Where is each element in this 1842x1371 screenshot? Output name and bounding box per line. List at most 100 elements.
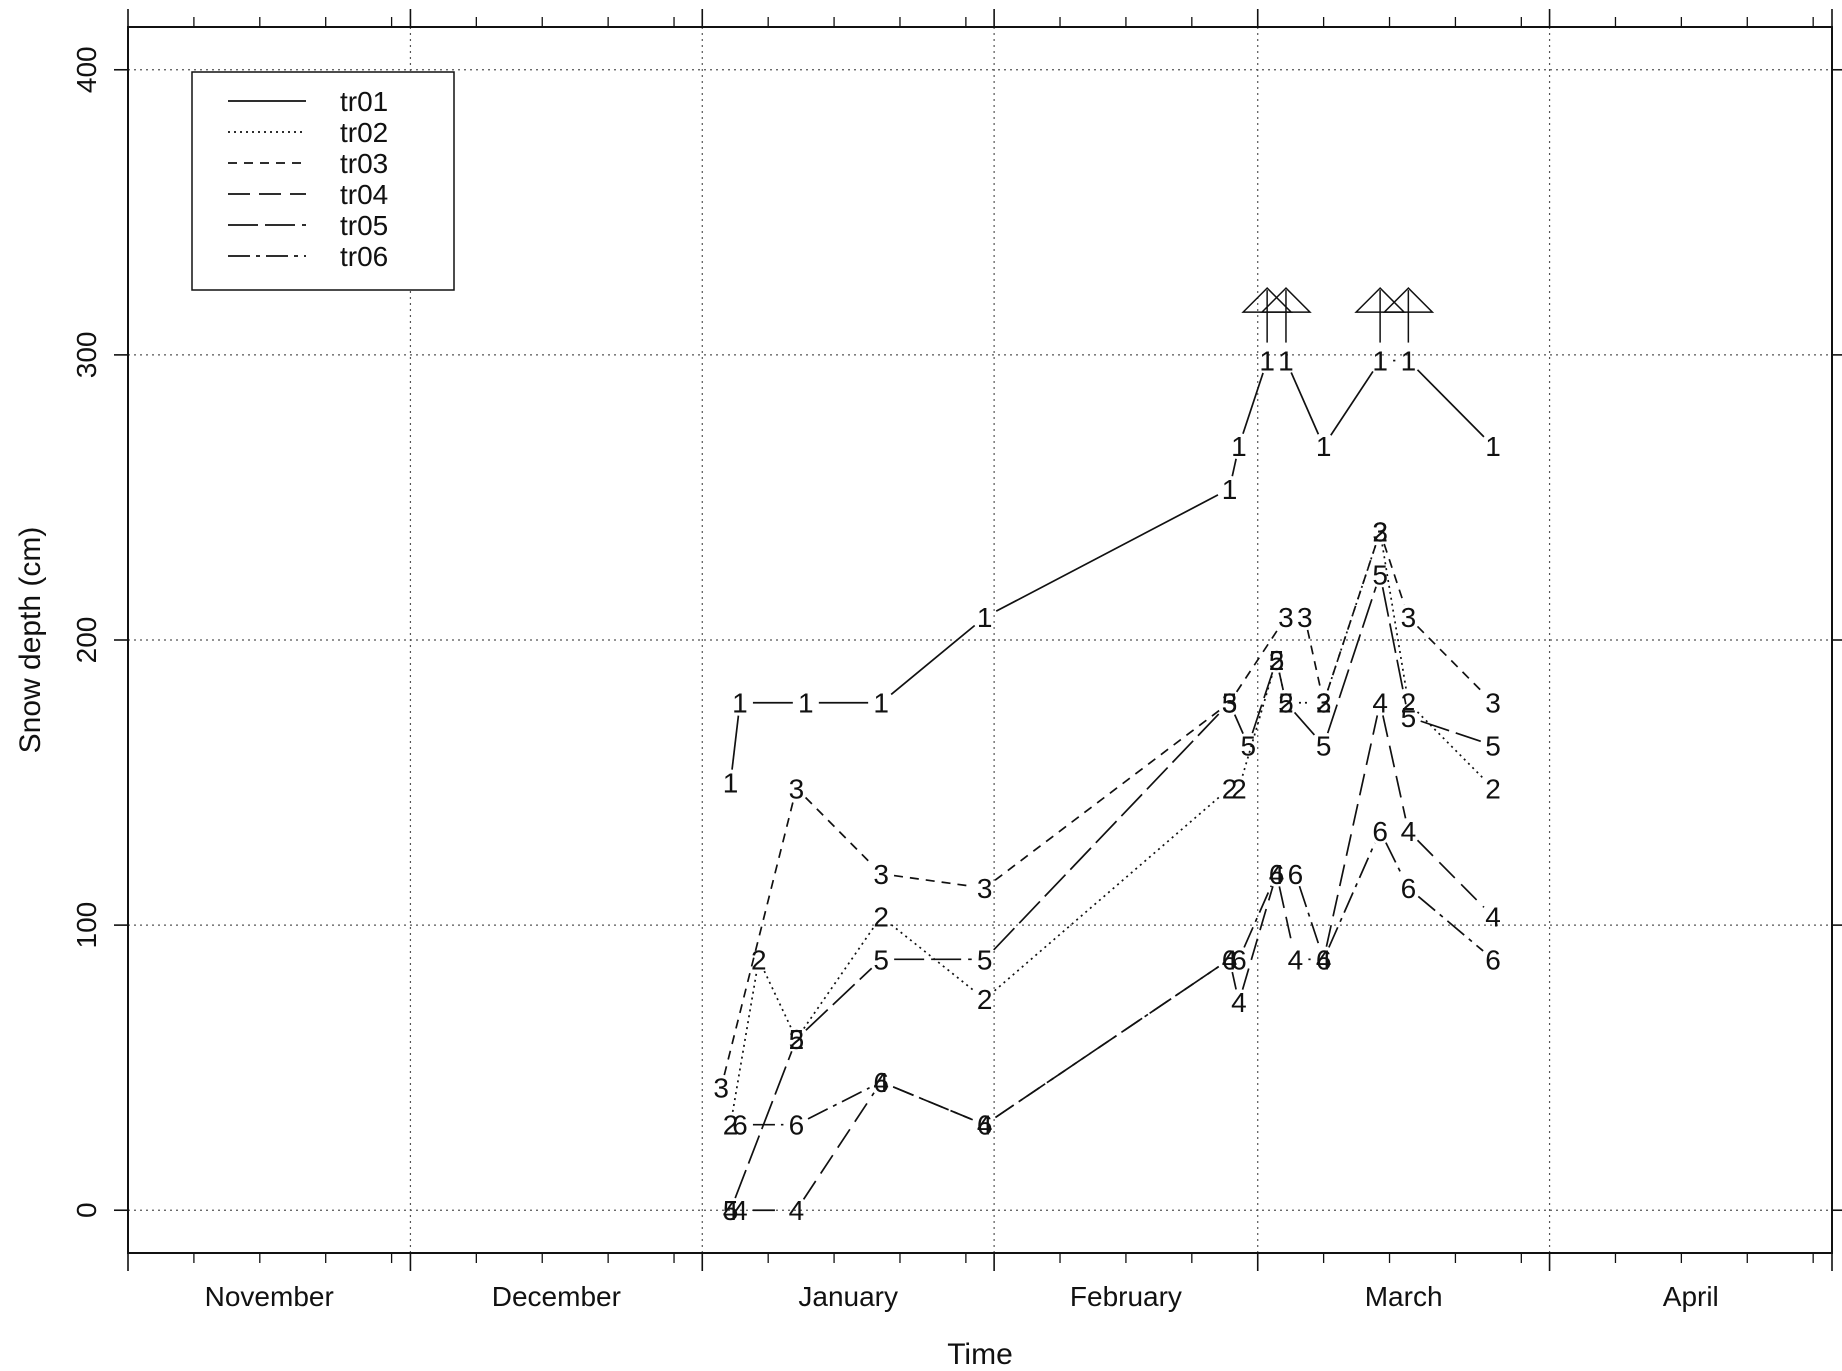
series-segment xyxy=(1278,672,1285,691)
series-segment xyxy=(1328,842,1376,948)
data-point-label: 1 xyxy=(873,688,889,719)
data-point-label: 6 xyxy=(1316,944,1332,975)
data-point-label: 5 xyxy=(1241,730,1257,761)
series-segment xyxy=(1235,627,1280,693)
data-point-label: 2 xyxy=(1372,517,1388,548)
data-point-label: 2 xyxy=(1485,773,1501,804)
data-point-label: 1 xyxy=(798,688,814,719)
data-point-label: 2 xyxy=(873,902,889,933)
data-point-label: 4 xyxy=(1231,987,1247,1018)
data-point-label: 3 xyxy=(1222,688,1238,719)
data-point-label: 2 xyxy=(977,984,993,1015)
series-segment xyxy=(1385,842,1404,877)
series-segment xyxy=(1251,672,1274,734)
data-point-label: 5 xyxy=(1401,702,1417,733)
data-point-label: 2 xyxy=(1222,773,1238,804)
data-point-label: 3 xyxy=(977,873,993,904)
data-point-label: 4 xyxy=(1372,688,1388,719)
data-point-label: 2 xyxy=(1316,688,1332,719)
data-point-label: 4 xyxy=(1485,902,1501,933)
series-segment xyxy=(893,874,972,888)
x-tick-label: March xyxy=(1365,1281,1443,1312)
data-point-label: 3 xyxy=(1278,602,1294,633)
series-segment xyxy=(803,926,875,1029)
data-point-label: 1 xyxy=(1316,431,1332,462)
data-point-label: 5 xyxy=(723,1195,739,1226)
data-point-label: 3 xyxy=(1485,688,1501,719)
data-point-label: 6 xyxy=(1372,816,1388,847)
y-tick-label: 300 xyxy=(71,332,102,379)
data-point-label: 1 xyxy=(723,768,739,799)
data-point-label: 2 xyxy=(1278,688,1294,719)
data-point-label: 4 xyxy=(732,1195,748,1226)
data-point-label: 3 xyxy=(713,1073,729,1104)
data-point-label: 4 xyxy=(1288,944,1304,975)
data-point-label: 4 xyxy=(1222,944,1238,975)
data-point-label: 6 xyxy=(732,1110,748,1141)
series-segment xyxy=(1298,885,1321,948)
series-segment xyxy=(993,796,1221,992)
data-point-label: 3 xyxy=(1297,602,1313,633)
series-segment xyxy=(1233,714,1244,734)
data-point-label: 6 xyxy=(873,1067,889,1098)
y-tick-label: 100 xyxy=(71,902,102,949)
series-segment xyxy=(1416,711,1485,780)
series-segment xyxy=(1416,625,1485,695)
data-point-label: 3 xyxy=(1372,517,1388,548)
data-point-label: 4 xyxy=(873,1067,889,1098)
x-tick-label: November xyxy=(205,1281,334,1312)
data-point-label: 6 xyxy=(977,1110,993,1141)
series-segment xyxy=(1326,543,1377,691)
data-point-label: 4 xyxy=(1401,816,1417,847)
legend-label-tr01: tr01 xyxy=(340,86,388,117)
series-segment xyxy=(1278,886,1294,947)
data-point-label: 5 xyxy=(1222,688,1238,719)
data-point-label: 5 xyxy=(1485,730,1501,761)
legend-label-tr02: tr02 xyxy=(340,117,388,148)
data-point-label: 1 xyxy=(1259,346,1275,377)
data-point-label: 5 xyxy=(1278,688,1294,719)
series-segment xyxy=(1330,370,1374,436)
data-point-label: 3 xyxy=(1316,688,1332,719)
data-point-label: 1 xyxy=(1372,346,1388,377)
series-segment xyxy=(1420,720,1482,743)
series-segment xyxy=(807,1087,870,1120)
series-segment xyxy=(1326,543,1377,691)
data-point-label: 5 xyxy=(1316,730,1332,761)
series-segment xyxy=(1231,971,1237,990)
data-point-label: 1 xyxy=(1485,431,1501,462)
x-tick-label: February xyxy=(1070,1281,1182,1312)
data-point-label: 1 xyxy=(1278,346,1294,377)
data-point-label: 1 xyxy=(732,688,748,719)
y-axis-label: Snow depth (cm) xyxy=(14,527,47,754)
x-tick-label: April xyxy=(1663,1281,1719,1312)
data-point-label: 5 xyxy=(1269,645,1285,676)
series-segment xyxy=(890,924,976,992)
series-segment xyxy=(804,796,873,866)
series-segment xyxy=(1241,886,1274,990)
data-point-label: 1 xyxy=(1222,474,1238,505)
data-point-label: 6 xyxy=(1401,873,1417,904)
data-point-label: 6 xyxy=(789,1110,805,1141)
series-segment xyxy=(1417,895,1484,952)
data-point-label: 6 xyxy=(1288,859,1304,890)
x-tick-label: January xyxy=(798,1281,898,1312)
series-segment xyxy=(892,1086,974,1121)
overflow-arrow-marker xyxy=(1260,287,1312,343)
series-segment xyxy=(1290,372,1320,435)
data-point-label: 1 xyxy=(977,602,993,633)
series-segment xyxy=(1381,544,1408,691)
overflow-arrow-marker xyxy=(1382,287,1435,343)
series-segment xyxy=(1306,629,1322,691)
data-point-label: 3 xyxy=(873,859,889,890)
overflow-arrow-marker xyxy=(1241,287,1293,343)
series-segment xyxy=(1325,715,1379,947)
x-axis-label: Time xyxy=(947,1338,1013,1371)
series-segment xyxy=(995,965,1220,1119)
y-tick-label: 400 xyxy=(71,46,102,93)
